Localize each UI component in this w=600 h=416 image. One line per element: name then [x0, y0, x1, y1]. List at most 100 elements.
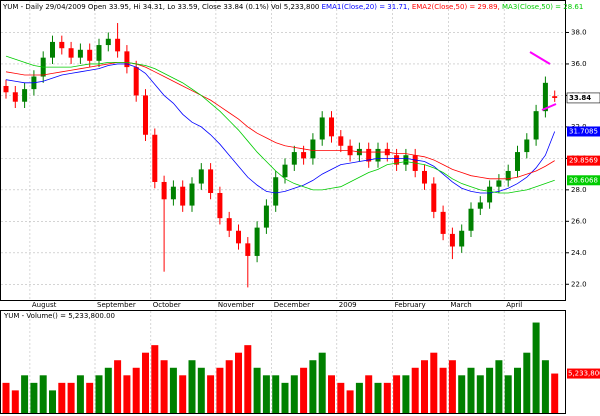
candle-body	[329, 117, 334, 137]
volume-bar	[123, 375, 131, 413]
candle-body	[105, 38, 111, 46]
candle-body	[254, 227, 260, 256]
volume-bar	[393, 375, 401, 413]
candle-body	[394, 155, 400, 165]
value-tag	[567, 175, 600, 186]
volume-bar	[169, 367, 177, 413]
value-tag-label: 33.84	[569, 94, 591, 102]
candle-body	[68, 48, 74, 58]
volume-bar	[30, 382, 38, 413]
candle-body	[263, 205, 269, 228]
volume-bar	[225, 360, 233, 413]
volume-bar	[411, 367, 419, 413]
candle-body	[245, 243, 251, 256]
x-tick-label: October	[153, 301, 181, 309]
volume-bar	[495, 360, 503, 413]
volume-bar	[300, 367, 308, 413]
volume-bar	[207, 375, 215, 413]
volume-bar	[151, 345, 159, 413]
candle-body	[3, 85, 9, 93]
volume-bar	[2, 382, 10, 413]
volume-bar	[337, 382, 345, 413]
indicator-line	[5, 55, 555, 194]
candle-body	[236, 230, 241, 244]
candle-body	[198, 169, 204, 184]
x-tick-label: March	[450, 301, 471, 309]
volume-bar	[11, 390, 19, 413]
candle-body	[431, 183, 437, 212]
volume-bar	[86, 382, 94, 413]
volume-bar	[49, 390, 56, 413]
candle-body	[273, 177, 279, 206]
volume-bar	[142, 352, 149, 413]
candle-body	[208, 169, 214, 193]
volume-bar	[160, 360, 168, 413]
indicator-line	[5, 61, 555, 180]
title-part: EMA2(Close,50) = 29.89,	[412, 3, 500, 11]
volume-bar	[318, 352, 326, 413]
candle-body	[524, 139, 530, 153]
x-tick-label: November	[218, 301, 255, 309]
volume-bar	[541, 360, 549, 413]
value-tag	[567, 155, 600, 166]
volume-bar	[197, 367, 205, 413]
candle-body	[161, 181, 167, 200]
candle-body	[301, 152, 307, 159]
y-tick-label: 36.0	[571, 60, 587, 68]
candle-body	[440, 211, 446, 234]
volume-bar	[346, 390, 354, 413]
candle-body	[468, 208, 474, 231]
volume-bar	[216, 367, 224, 413]
candle-body	[338, 136, 344, 146]
candle-body	[505, 170, 511, 181]
x-tick-label: 2009	[339, 301, 357, 309]
annotation-line	[529, 51, 551, 65]
volume-bar	[281, 382, 289, 413]
candle-body	[189, 183, 195, 206]
candle-body	[366, 148, 372, 162]
volume-bar	[39, 375, 47, 413]
candle-body	[487, 186, 493, 203]
volume-bar	[439, 367, 447, 413]
volume-bar	[272, 375, 280, 413]
candle-body	[180, 186, 186, 206]
volume-bar	[188, 360, 196, 413]
candle-body	[542, 82, 548, 112]
title-part: MA3(Close,50) = 28.61	[502, 3, 583, 11]
value-tag	[567, 126, 600, 137]
value-tag	[566, 92, 600, 104]
candle-body	[310, 139, 316, 159]
volume-bar	[76, 375, 84, 413]
volume-title: YUM - Volume() = 5,233,800.00	[3, 312, 115, 320]
value-tag-label: 31.7085	[569, 127, 598, 135]
candle-body	[133, 67, 139, 96]
title-part: YUM - Daily 29/04/2009 Open 33.95, Hi 34…	[2, 3, 319, 11]
volume-bar	[95, 375, 103, 413]
volume-bar	[235, 352, 242, 413]
volume-bar	[448, 360, 456, 413]
candle-body	[282, 164, 288, 178]
volume-bar	[523, 352, 531, 413]
volume-bar	[114, 360, 122, 413]
value-tag-label: 29.8569	[569, 157, 598, 165]
volume-bar	[309, 360, 317, 413]
volume-bar	[365, 375, 373, 413]
candle-body	[496, 180, 502, 187]
volume-bar	[421, 360, 428, 413]
volume-bar	[430, 352, 438, 413]
volume-bar	[328, 375, 335, 413]
candle-body	[226, 218, 232, 231]
annotation-line	[541, 103, 557, 111]
x-tick-label: April	[506, 301, 522, 309]
candle-body	[96, 45, 102, 61]
volume-bar	[21, 375, 29, 413]
candle-body	[170, 186, 176, 200]
y-tick-label: 24.0	[571, 249, 587, 257]
y-tick-label: 26.0	[571, 217, 587, 225]
volume-bar	[532, 322, 540, 413]
value-tag-label: 5,233,800	[568, 370, 600, 378]
chart-title: YUM - Daily 29/04/2009 Open 33.95, Hi 34…	[2, 3, 583, 11]
volume-bar	[374, 382, 382, 413]
candle-body	[403, 155, 409, 165]
